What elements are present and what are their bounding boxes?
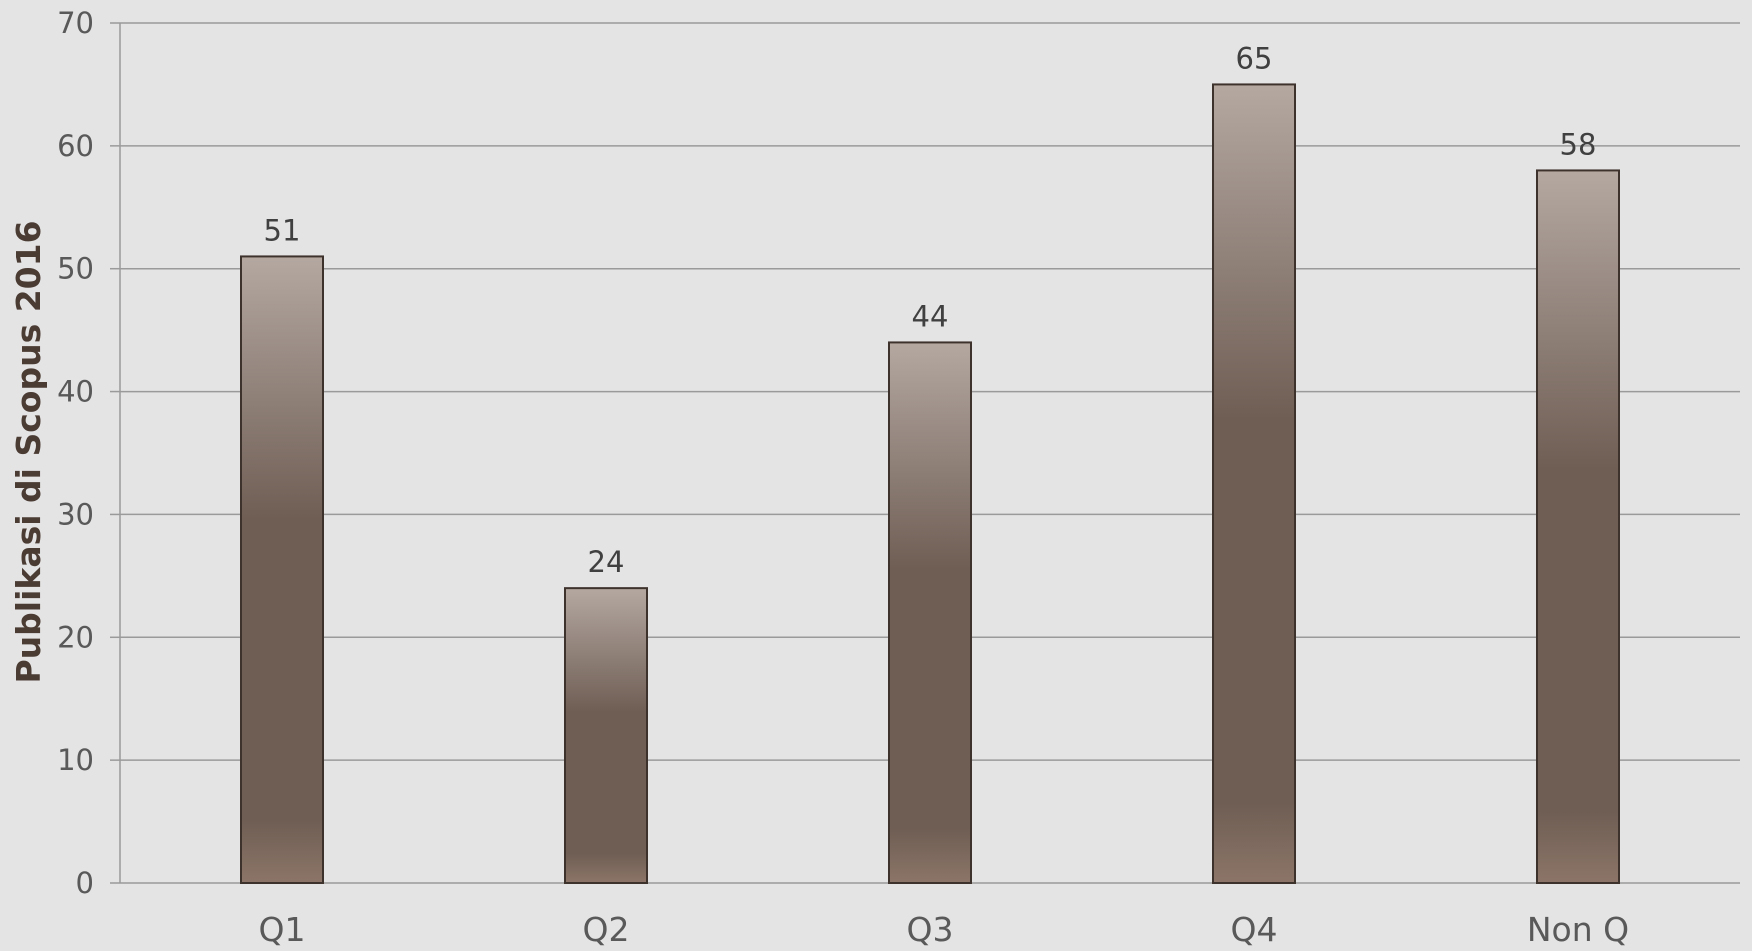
bar-q1 bbox=[240, 255, 324, 884]
data-label: 65 bbox=[1236, 41, 1273, 75]
y-tick-label: 50 bbox=[57, 252, 94, 286]
bar-q2 bbox=[564, 587, 648, 885]
bars bbox=[240, 83, 1620, 885]
y-tick-label: 60 bbox=[57, 129, 94, 163]
y-tick-label: 10 bbox=[57, 743, 94, 777]
y-tick-label: 70 bbox=[57, 6, 94, 40]
data-label: 51 bbox=[264, 213, 301, 247]
bar-q4 bbox=[1212, 83, 1296, 884]
x-tick-label: Q1 bbox=[259, 910, 306, 949]
labels: 0 10 20 30 40 50 60 70 51 Q1 24 Q2 44 Q3 65 Q4 58 Non Q bbox=[57, 6, 1629, 949]
y-tick-label: 40 bbox=[57, 375, 94, 409]
x-tick-label: Q2 bbox=[583, 910, 630, 949]
data-label: 44 bbox=[912, 299, 949, 333]
y-tick-label: 0 bbox=[76, 866, 94, 900]
data-label: 58 bbox=[1560, 127, 1597, 161]
bar-q3 bbox=[888, 341, 972, 884]
y-tick-label: 30 bbox=[57, 497, 94, 531]
x-tick-label: Q4 bbox=[1231, 910, 1278, 949]
x-tick-label: Non Q bbox=[1527, 910, 1629, 949]
data-label: 24 bbox=[588, 545, 625, 579]
axes bbox=[110, 22, 121, 884]
x-tick-label: Q3 bbox=[907, 910, 954, 949]
bar-non-q bbox=[1536, 169, 1620, 884]
y-tick-label: 20 bbox=[57, 620, 94, 654]
y-axis-title: Publikasi di Scopus 2016 bbox=[9, 220, 48, 683]
